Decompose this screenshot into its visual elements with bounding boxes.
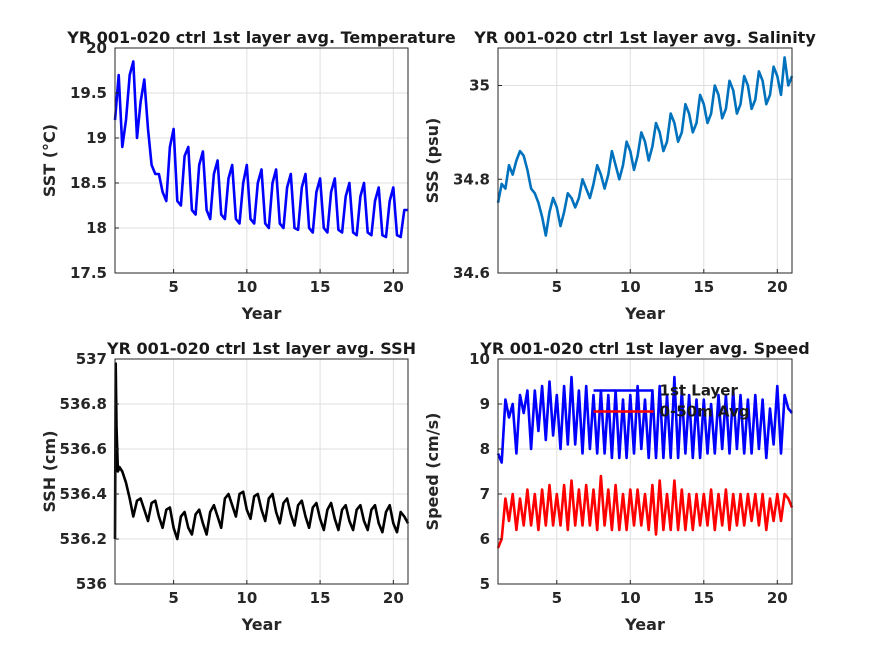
x-axis-label: Year xyxy=(624,304,665,323)
x-tick-label: 20 xyxy=(767,589,788,607)
x-tick-label: 10 xyxy=(236,278,257,296)
y-tick-label: 10 xyxy=(469,350,490,368)
panel-salinity: 5 10 15 20 34.6 34.8 35 YR 001-020 ctrl 1st lay… xyxy=(423,28,816,323)
legend: 1st Layer 0-50m Avg xyxy=(593,382,750,421)
y-tick-label: 34.6 xyxy=(453,264,490,282)
y-tick-label: 537 xyxy=(76,350,107,368)
legend-label: 1st Layer xyxy=(660,382,739,400)
series-line-2 xyxy=(496,474,794,549)
y-tick-label: 9 xyxy=(480,395,490,413)
x-tick-label: 15 xyxy=(310,589,331,607)
series-line-1 xyxy=(113,362,410,541)
x-tick-label: 5 xyxy=(168,589,178,607)
x-tick-label: 15 xyxy=(693,589,714,607)
y-tick-label: 536.6 xyxy=(60,440,107,458)
x-tick-label: 20 xyxy=(383,278,404,296)
x-tick-label: 10 xyxy=(620,589,641,607)
axes-box xyxy=(114,358,409,585)
axes-box xyxy=(114,47,409,274)
x-tick-label: 10 xyxy=(236,589,257,607)
x-tick-label: 20 xyxy=(767,278,788,296)
x-tick-label: 5 xyxy=(168,278,178,296)
y-tick-label: 536.4 xyxy=(60,485,107,503)
y-tick-label: 7 xyxy=(480,485,490,503)
plot-area xyxy=(114,358,409,585)
y-tick-label: 536.8 xyxy=(60,395,107,413)
legend-label: 0-50m Avg xyxy=(660,403,750,421)
x-tick-label: 10 xyxy=(620,278,641,296)
y-tick-label: 35 xyxy=(469,77,490,95)
series-line-1 xyxy=(113,60,408,239)
y-tick-label: 17.5 xyxy=(70,264,107,282)
x-tick-label: 5 xyxy=(552,589,562,607)
y-axis-label: Speed (cm/s) xyxy=(423,413,442,531)
series-line-1 xyxy=(496,375,794,464)
chart-title: YR 001-020 ctrl 1st layer avg. SSH xyxy=(106,339,416,358)
chart-title: YR 001-020 ctrl 1st layer avg. Temperatu… xyxy=(66,28,456,47)
y-tick-label: 536 xyxy=(76,575,107,593)
x-axis-label: Year xyxy=(624,615,665,634)
y-tick-label: 536.2 xyxy=(60,530,107,548)
plot-area xyxy=(497,358,793,585)
y-tick-label: 34.8 xyxy=(453,170,490,188)
series-line-1 xyxy=(496,56,794,237)
y-tick-label: 6 xyxy=(480,530,490,548)
y-tick-label: 20 xyxy=(86,39,107,57)
y-axis-label: SSH (cm) xyxy=(40,430,59,512)
x-axis-label: Year xyxy=(241,615,282,634)
x-tick-label: 5 xyxy=(552,278,562,296)
y-tick-label: 19 xyxy=(86,129,107,147)
chart-title: YR 001-020 ctrl 1st layer avg. Salinity xyxy=(473,28,816,47)
x-tick-label: 20 xyxy=(383,589,404,607)
y-tick-label: 18.5 xyxy=(70,174,107,192)
y-tick-label: 18 xyxy=(86,219,107,237)
x-tick-label: 15 xyxy=(310,278,331,296)
axes-box xyxy=(497,47,793,274)
y-axis-label: SST (°C) xyxy=(40,124,59,197)
x-axis-label: Year xyxy=(241,304,282,323)
chart-title: YR 001-020 ctrl 1st layer avg. Speed xyxy=(479,339,809,358)
plot-area xyxy=(114,47,409,274)
axes-box xyxy=(497,358,793,585)
y-tick-label: 19.5 xyxy=(70,84,107,102)
plot-area xyxy=(497,47,793,274)
x-tick-label: 15 xyxy=(693,278,714,296)
y-tick-label: 8 xyxy=(480,440,490,458)
y-tick-label: 5 xyxy=(480,575,490,593)
y-axis-label: SSS (psu) xyxy=(423,118,442,204)
